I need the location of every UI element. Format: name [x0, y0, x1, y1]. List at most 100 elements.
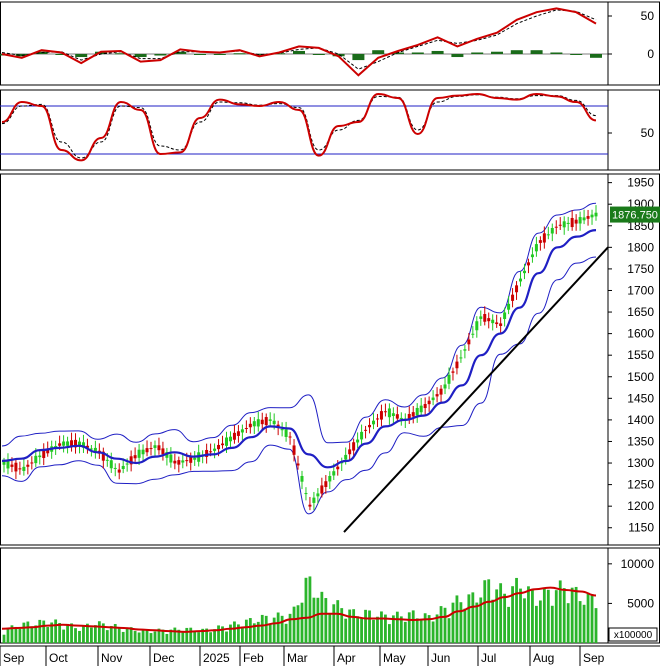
volume-bar	[90, 627, 93, 643]
macd-histogram-bar	[134, 54, 147, 58]
volume-bar	[121, 631, 125, 643]
macd-histogram-bar	[392, 52, 404, 54]
price-tick-label: 1300	[627, 456, 654, 470]
volume-bar	[590, 594, 594, 643]
candle-body	[157, 445, 161, 451]
candle-body	[81, 442, 85, 448]
volume-bar	[280, 615, 284, 643]
volume-bar	[296, 605, 300, 643]
last-price-label: 1876.750	[612, 210, 658, 222]
price-tick-label: 1350	[627, 434, 654, 448]
volume-bar	[240, 627, 244, 643]
candle-body	[419, 405, 423, 413]
volume-bar	[14, 626, 18, 643]
volume-bar	[129, 627, 133, 643]
volume-bar	[348, 609, 352, 643]
candle-body	[10, 464, 14, 467]
candle-body	[590, 214, 594, 218]
candle-body	[491, 319, 495, 324]
volume-bar	[447, 618, 451, 643]
volume-bar	[459, 602, 463, 643]
candle-body	[304, 493, 308, 495]
volume-bar	[324, 598, 328, 643]
candle-body	[451, 371, 455, 373]
last-price-badge: 1876.750	[610, 206, 660, 223]
candle-body	[499, 323, 503, 327]
volume-bar	[205, 628, 209, 643]
x-tick-label: Jul	[481, 651, 496, 665]
volume-bar	[471, 592, 475, 643]
candle-body	[360, 431, 364, 440]
candle-body	[530, 254, 534, 258]
volume-bar	[586, 592, 590, 643]
volume-bar	[272, 617, 276, 643]
volume-bar	[133, 631, 137, 643]
candle-body	[534, 244, 538, 252]
volume-bar	[538, 600, 542, 643]
candle-body	[558, 224, 562, 226]
bollinger-upper	[1, 202, 597, 447]
x-tick-label: Feb	[243, 651, 264, 665]
volume-bar	[86, 623, 89, 643]
candle-body	[407, 413, 411, 421]
volume-bar	[360, 618, 363, 643]
volume-bar	[570, 587, 574, 643]
stoch-tick-label: 50	[641, 126, 655, 140]
candle-body	[268, 419, 272, 421]
candle-body	[515, 285, 519, 293]
x-tick-label: 2025	[203, 651, 230, 665]
candle-body	[316, 493, 320, 497]
volume-bar	[582, 604, 586, 643]
volume-bar	[177, 629, 181, 643]
volume-bar	[515, 577, 518, 643]
volume-bar	[93, 625, 97, 643]
x-tick-label: Aug	[533, 651, 554, 665]
candle-body	[364, 429, 368, 431]
stoch-frame	[0, 89, 660, 171]
x-tick-label: May	[383, 651, 406, 665]
macd-histogram-bar	[471, 52, 484, 54]
volume-bar	[201, 628, 205, 643]
volume-bar	[149, 633, 153, 643]
candle-body	[252, 421, 256, 427]
macd-histogram-bar	[55, 54, 68, 55]
x-tick-label: Apr	[337, 651, 356, 665]
macd-histogram-bar	[451, 54, 464, 58]
volume-bar	[34, 625, 38, 643]
volume-bar	[479, 597, 483, 643]
candle-body	[256, 419, 260, 427]
volume-bar	[276, 612, 280, 643]
candle-body	[375, 418, 379, 420]
volume-bar	[145, 629, 149, 643]
candle-body	[395, 414, 399, 419]
volume-bar	[125, 627, 129, 643]
volume-bar	[475, 602, 479, 643]
candle-body	[570, 217, 574, 228]
macd-frame	[0, 1, 660, 86]
volume-bar	[531, 590, 534, 643]
candle-body	[471, 333, 475, 335]
price-tick-label: 1700	[627, 283, 654, 297]
macd-histogram-bar	[293, 50, 305, 54]
volume-bar	[451, 602, 455, 643]
volume-bar	[62, 629, 65, 643]
x-tick-label: Sep	[3, 651, 25, 665]
macd-histogram-bar	[273, 53, 286, 55]
candle-body	[30, 462, 34, 464]
volume-bar	[233, 621, 236, 643]
volume-bar	[356, 616, 360, 643]
candle-body	[578, 217, 582, 224]
volume-bar	[328, 613, 332, 643]
candle-body	[487, 318, 491, 322]
macd-histogram-bar	[530, 50, 543, 54]
macd-tick-label: 50	[641, 9, 655, 23]
macd-histogram-bar	[352, 54, 365, 61]
candle-body	[308, 504, 312, 507]
volume-bar	[229, 624, 232, 643]
volume-unit-label: x100000	[614, 630, 653, 641]
volume-bar	[268, 623, 272, 643]
candle-body	[137, 449, 141, 458]
candle-body	[26, 464, 30, 467]
volume-bar	[542, 587, 546, 643]
candle-body	[149, 448, 153, 450]
